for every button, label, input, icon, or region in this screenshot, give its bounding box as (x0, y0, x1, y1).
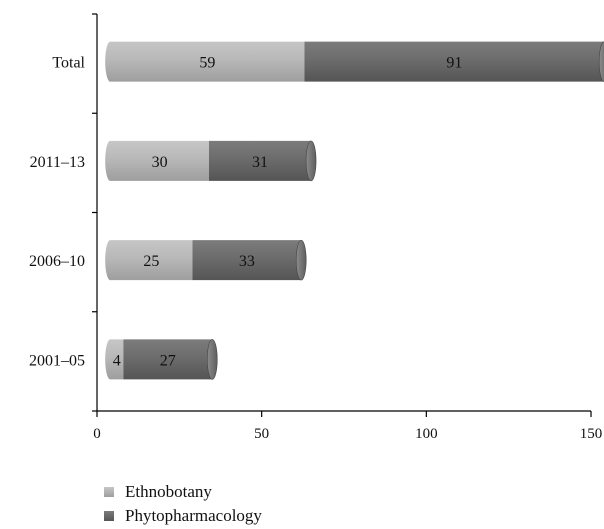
x-tick-label: 0 (93, 426, 101, 442)
labels: 0 50 100 150 Total 59 91 2011–13 30 31 2006–10 25 33… (29, 55, 602, 442)
bar-segment-ethnobotany (110, 41, 305, 82)
bar-segment-ethnobotany (110, 240, 193, 281)
bar-data-label: 59 (199, 55, 215, 72)
bar-data-label: 4 (113, 352, 121, 369)
bar-data-label: 25 (143, 253, 159, 270)
x-tick-label: 50 (254, 426, 269, 442)
bars (105, 41, 604, 380)
bar-right-cap (295, 239, 307, 281)
bar-data-label: 30 (152, 154, 168, 171)
bar-segment-phytopharmacology (192, 240, 302, 281)
bar-data-label: 31 (252, 154, 268, 171)
bar-right-cap (305, 140, 317, 182)
legend-item-ethnobotany: Ethnobotany (104, 480, 262, 504)
bar-segment-phytopharmacology (208, 140, 312, 181)
y-category-label: 2001–05 (29, 352, 85, 369)
legend-item-phytopharmacology: Phytopharmacology (104, 504, 262, 528)
y-category-label: 2011–13 (30, 154, 85, 171)
bar-data-label: 27 (160, 352, 176, 369)
y-category-label: 2006–10 (29, 253, 85, 270)
bar-segment-ethnobotany (110, 339, 124, 380)
x-tick-label: 100 (415, 426, 438, 442)
axes (92, 13, 592, 417)
legend-swatch-phytopharmacology (104, 511, 114, 521)
bar-segment-ethnobotany (110, 140, 209, 181)
x-tick-label: 150 (580, 426, 603, 442)
bar-data-label: 33 (239, 253, 255, 270)
bar-right-cap (598, 41, 604, 82)
bar-right-cap (206, 339, 218, 380)
legend-swatch-ethnobotany (104, 487, 114, 497)
legend-label-ethnobotany: Ethnobotany (125, 482, 212, 501)
stacked-bar-chart: 0 50 100 150 Total 59 91 2011–13 30 31 2006–10 25 33… (29, 13, 604, 442)
legend: Ethnobotany Phytopharmacology (104, 480, 262, 528)
bar-segment-phytopharmacology (304, 41, 604, 82)
bar-segment-phytopharmacology (123, 339, 213, 380)
y-category-label: Total (52, 55, 85, 72)
legend-label-phytopharmacology: Phytopharmacology (125, 506, 262, 525)
bar-data-label: 91 (446, 55, 462, 72)
